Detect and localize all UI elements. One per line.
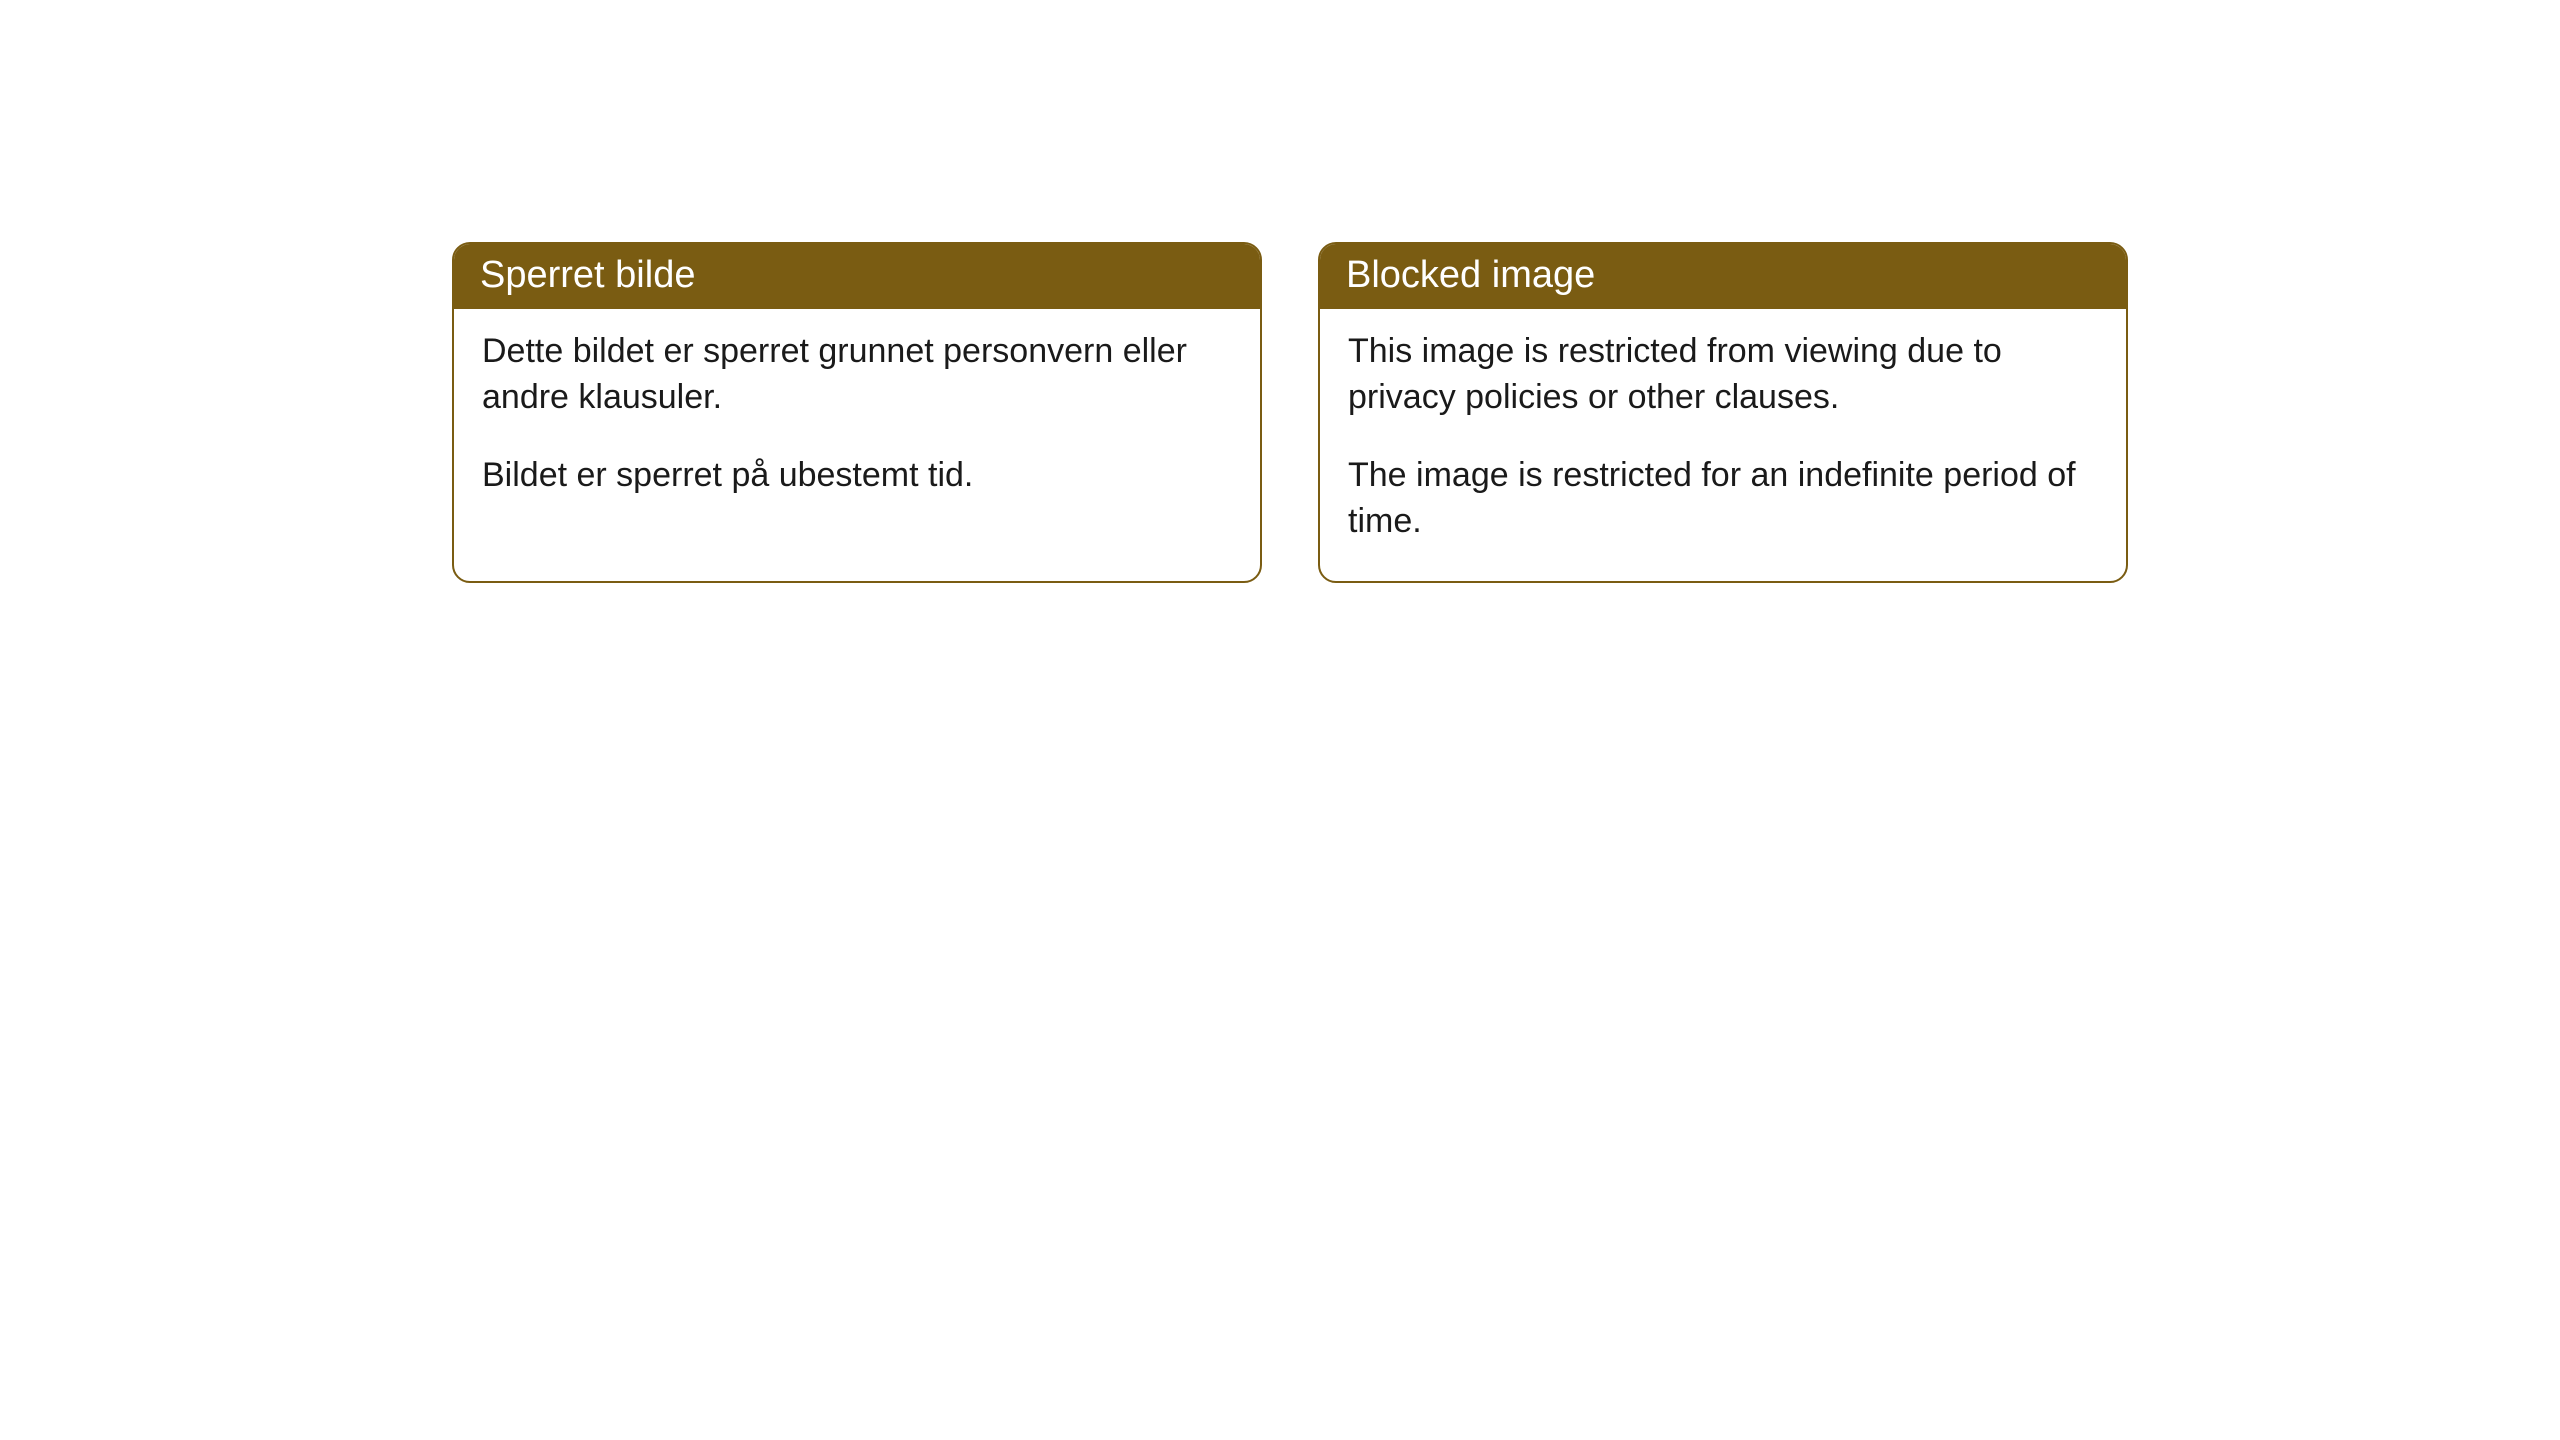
card-paragraph: This image is restricted from viewing du… — [1348, 329, 2098, 421]
notice-card-norwegian: Sperret bilde Dette bildet er sperret gr… — [452, 242, 1262, 583]
card-paragraph: Bildet er sperret på ubestemt tid. — [482, 453, 1232, 499]
notice-cards-container: Sperret bilde Dette bildet er sperret gr… — [452, 242, 2128, 583]
card-paragraph: The image is restricted for an indefinit… — [1348, 453, 2098, 545]
card-paragraph: Dette bildet er sperret grunnet personve… — [482, 329, 1232, 421]
card-body: Dette bildet er sperret grunnet personve… — [454, 309, 1260, 535]
notice-card-english: Blocked image This image is restricted f… — [1318, 242, 2128, 583]
card-header: Blocked image — [1320, 244, 2126, 309]
card-body: This image is restricted from viewing du… — [1320, 309, 2126, 581]
card-header: Sperret bilde — [454, 244, 1260, 309]
